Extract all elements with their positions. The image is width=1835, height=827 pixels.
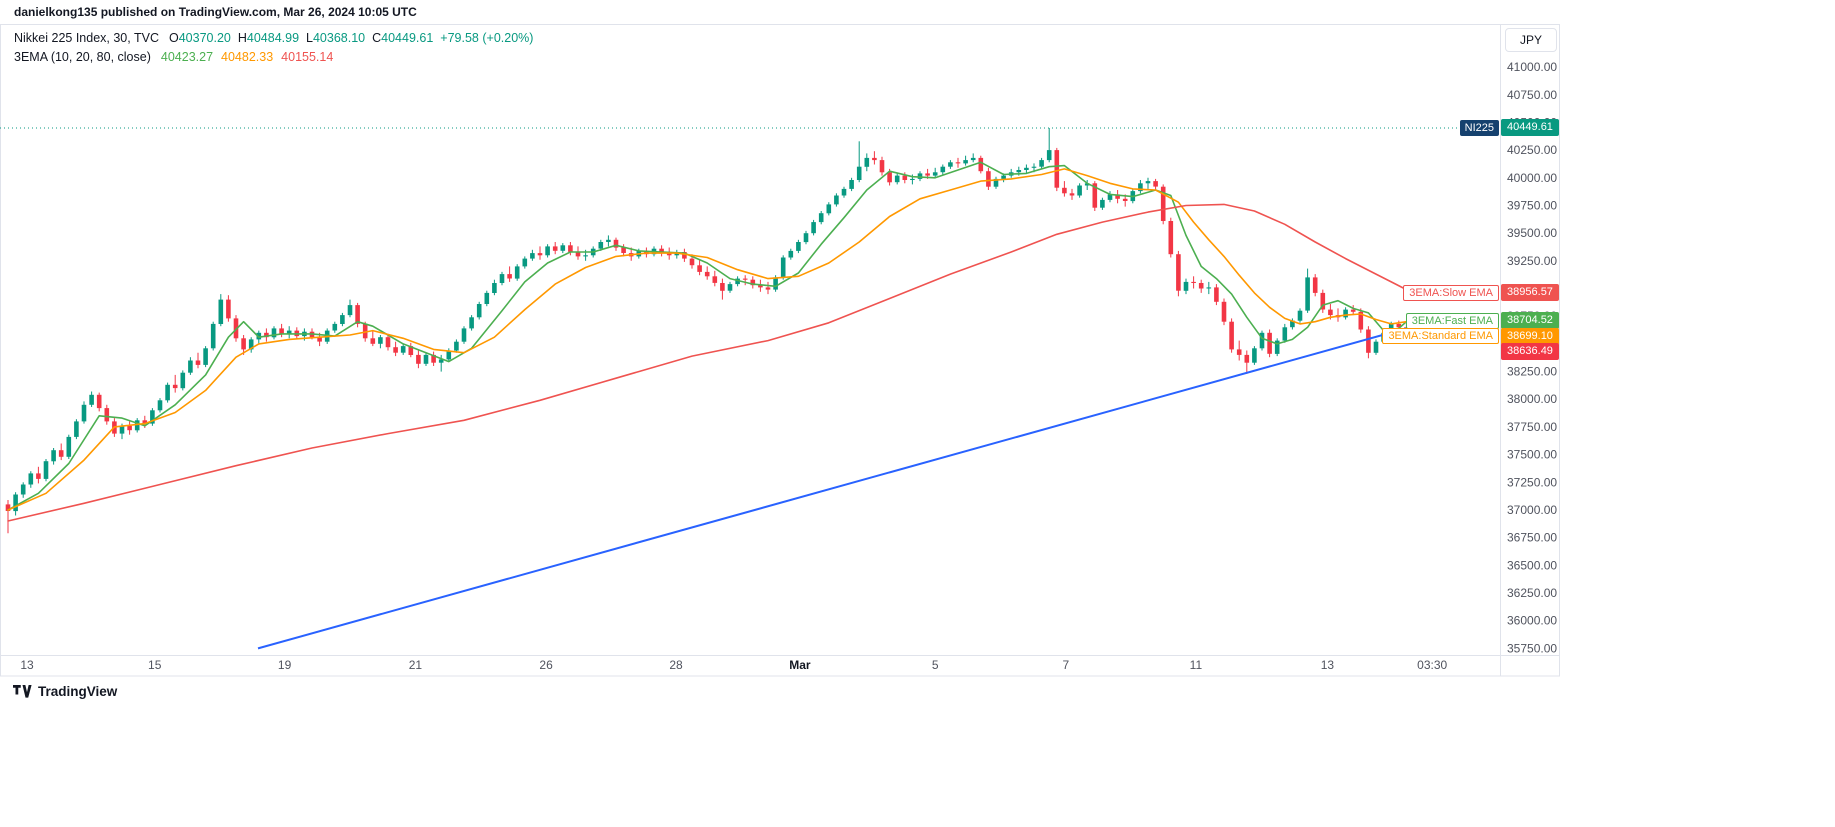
change-value: +79.58 (+0.20%) [440, 31, 534, 45]
svg-text:38000.00: 38000.00 [1507, 392, 1557, 406]
close-value: C40449.61 [372, 31, 434, 45]
svg-text:36000.00: 36000.00 [1507, 614, 1557, 628]
indicator-title[interactable]: 3EMA (10, 20, 80, close) [14, 50, 151, 64]
price-label-3ema-standard-ema: 3EMA:Standard EMA 38699.10 [0, 327, 1559, 345]
slow-ema-value: 40155.14 [281, 50, 334, 64]
price-label-value: 38704.52 [1501, 312, 1559, 330]
tradingview-logo-icon [13, 685, 32, 698]
svg-text:37750.00: 37750.00 [1507, 420, 1557, 434]
price-label-ni225: NI225 40449.61 [0, 119, 1559, 136]
standard-ema-value: 40482.33 [221, 50, 274, 64]
svg-text:13: 13 [20, 658, 34, 672]
svg-text:40750.00: 40750.00 [1507, 88, 1557, 102]
currency-button[interactable]: JPY [1505, 28, 1557, 52]
svg-text:36500.00: 36500.00 [1507, 558, 1557, 572]
svg-text:36250.00: 36250.00 [1507, 586, 1557, 600]
svg-text:21: 21 [409, 658, 423, 672]
tradingview-logo-text: TradingView [38, 684, 118, 699]
price-label-value: 38956.57 [1501, 284, 1559, 302]
symbol-title[interactable]: Nikkei 225 Index, 30, TVC [14, 31, 159, 45]
legend: Nikkei 225 Index, 30, TVC O40370.20 H404… [14, 29, 533, 67]
svg-text:37000.00: 37000.00 [1507, 503, 1557, 517]
price-label-value: 38636.49 [1501, 343, 1559, 361]
indicator-legend-row: 3EMA (10, 20, 80, close) 40423.27 40482.… [14, 48, 533, 67]
price-label-name: NI225 [1459, 119, 1499, 136]
low-value: L40368.10 [306, 31, 366, 45]
high-value: H40484.99 [237, 31, 300, 45]
svg-text:38250.00: 38250.00 [1507, 365, 1557, 379]
svg-text:5: 5 [932, 658, 939, 672]
svg-text:11: 11 [1190, 658, 1203, 672]
svg-text:41000.00: 41000.00 [1507, 60, 1557, 74]
svg-text:28: 28 [669, 658, 683, 672]
price-label-value: 38699.10 [1501, 327, 1559, 345]
attribution-text: danielkong135 published on TradingView.c… [14, 5, 417, 19]
price-label-3ema-slow-ema: 3EMA:Slow EMA 38956.57 [0, 284, 1559, 302]
price-label-value: 40449.61 [1501, 119, 1559, 136]
svg-text:39250.00: 39250.00 [1507, 254, 1557, 268]
svg-text:7: 7 [1063, 658, 1070, 672]
svg-text:03:30: 03:30 [1417, 658, 1447, 672]
price-label-name: 3EMA:Fast EMA [1405, 312, 1499, 329]
svg-text:13: 13 [1321, 658, 1335, 672]
svg-text:26: 26 [539, 658, 553, 672]
price-label-3ema-fast-ema: 3EMA:Fast EMA 38704.52 [0, 312, 1559, 330]
svg-text:Mar: Mar [789, 658, 811, 672]
svg-text:39750.00: 39750.00 [1507, 199, 1557, 213]
svg-text:40250.00: 40250.00 [1507, 143, 1557, 157]
svg-text:36750.00: 36750.00 [1507, 531, 1557, 545]
fast-ema-value: 40423.27 [160, 50, 214, 64]
svg-text:37500.00: 37500.00 [1507, 448, 1557, 462]
price-label-name: 3EMA:Slow EMA [1403, 284, 1499, 301]
price-label-name: 3EMA:Standard EMA [1382, 328, 1499, 345]
tradingview-attribution[interactable]: TradingView [13, 684, 117, 699]
svg-text:40000.00: 40000.00 [1507, 171, 1557, 185]
svg-text:19: 19 [278, 658, 292, 672]
svg-text:37250.00: 37250.00 [1507, 475, 1557, 489]
symbol-legend-row: Nikkei 225 Index, 30, TVC O40370.20 H404… [14, 29, 533, 48]
svg-text:15: 15 [148, 658, 162, 672]
svg-text:35750.00: 35750.00 [1507, 641, 1557, 655]
open-value: O40370.20 [168, 31, 231, 45]
price-label-last-price: 38636.49 [0, 343, 1559, 361]
svg-text:39500.00: 39500.00 [1507, 226, 1557, 240]
